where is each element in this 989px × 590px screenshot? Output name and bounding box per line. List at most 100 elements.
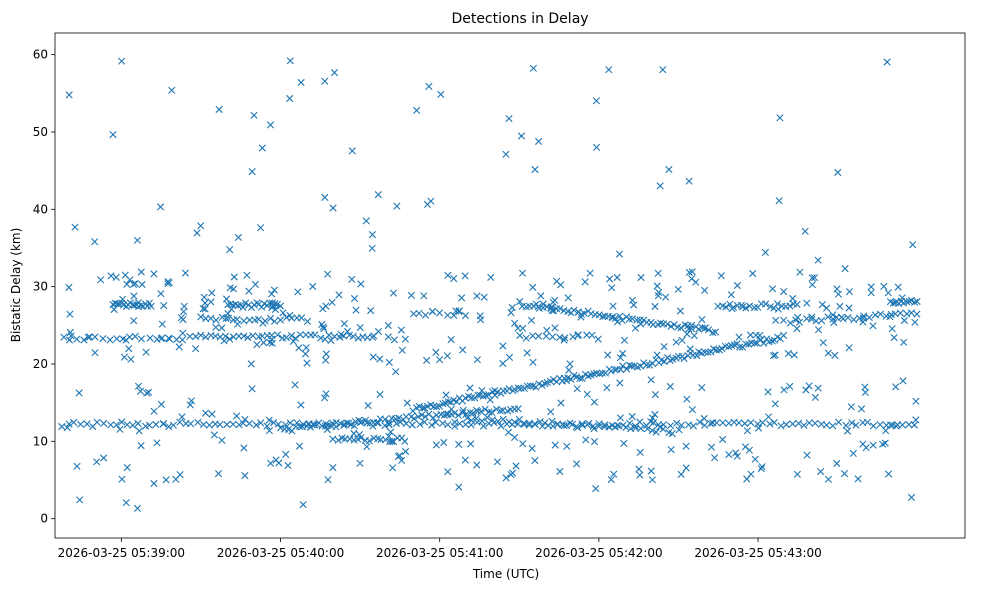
data-point	[518, 269, 527, 277]
data-point	[551, 324, 559, 332]
data-point	[65, 420, 73, 428]
data-point	[324, 270, 332, 278]
data-point	[913, 297, 921, 306]
data-point	[112, 273, 120, 281]
data-point	[758, 463, 766, 471]
data-point	[543, 326, 551, 334]
data-point	[197, 331, 205, 339]
data-point	[531, 420, 539, 428]
data-point	[574, 308, 582, 316]
data-point	[401, 437, 409, 445]
data-point	[660, 343, 668, 351]
data-point	[616, 354, 624, 362]
data-point	[793, 300, 801, 308]
data-point	[413, 106, 421, 114]
data-point	[368, 231, 376, 239]
data-point	[241, 415, 249, 424]
data-point	[668, 430, 676, 438]
data-point	[250, 111, 258, 119]
data-point	[803, 299, 811, 307]
data-point	[830, 318, 838, 327]
data-point	[165, 334, 173, 342]
data-point	[115, 300, 123, 308]
data-point	[221, 332, 230, 340]
data-point	[698, 324, 706, 332]
data-point	[654, 269, 662, 277]
data-point	[325, 331, 333, 339]
data-point	[369, 353, 377, 361]
data-point	[794, 313, 802, 321]
data-point	[493, 458, 501, 466]
data-point	[529, 332, 537, 340]
data-point	[847, 403, 855, 411]
data-point	[130, 292, 138, 300]
data-point	[224, 310, 232, 318]
data-point	[223, 420, 231, 429]
data-point	[212, 316, 220, 324]
data-point	[764, 388, 772, 396]
data-point	[343, 327, 352, 335]
data-point	[207, 298, 215, 306]
data-point	[110, 305, 118, 314]
data-point	[894, 283, 902, 291]
data-point	[805, 419, 813, 427]
data-point	[461, 312, 470, 320]
data-point	[709, 419, 717, 427]
data-point	[365, 437, 373, 445]
data-point	[861, 383, 869, 391]
data-point	[381, 415, 389, 423]
data-point	[574, 424, 582, 432]
data-point	[574, 332, 582, 340]
data-point	[628, 412, 636, 421]
data-point	[499, 359, 507, 368]
data-point	[808, 315, 816, 323]
data-point	[766, 420, 774, 428]
data-point	[780, 331, 788, 339]
data-point	[385, 358, 393, 366]
data-point	[677, 470, 685, 478]
data-point	[200, 293, 208, 301]
data-point	[260, 339, 268, 347]
data-point	[707, 443, 716, 451]
data-point	[499, 342, 507, 350]
data-point	[711, 454, 719, 462]
data-point	[562, 377, 571, 385]
data-point	[179, 316, 187, 324]
data-point	[158, 334, 166, 342]
data-point	[297, 78, 305, 87]
data-point	[407, 291, 415, 299]
data-point	[145, 421, 153, 429]
data-point	[774, 305, 782, 313]
data-point	[58, 422, 66, 431]
data-point	[526, 382, 534, 390]
data-point	[267, 314, 275, 322]
data-point	[704, 348, 712, 356]
data-point	[440, 438, 448, 447]
data-point	[361, 416, 370, 424]
data-point	[376, 355, 384, 363]
data-point	[112, 421, 121, 429]
data-point	[268, 290, 276, 298]
data-point	[685, 177, 693, 185]
data-point	[869, 322, 877, 330]
y-tick-label: 50	[33, 125, 48, 139]
data-point	[795, 318, 804, 326]
data-point	[288, 332, 296, 340]
data-point	[347, 421, 355, 429]
data-point	[479, 422, 488, 430]
data-point	[91, 349, 99, 357]
y-tick-label: 60	[33, 48, 48, 62]
data-point	[395, 414, 403, 422]
data-point	[478, 387, 486, 395]
data-point	[436, 356, 444, 364]
x-tick-label: 2026-03-25 05:41:00	[376, 546, 503, 560]
data-point	[882, 427, 890, 435]
data-point	[76, 496, 84, 504]
data-point	[659, 66, 667, 74]
data-point	[867, 289, 875, 297]
data-point	[343, 419, 351, 427]
data-point	[549, 333, 557, 341]
data-point	[410, 415, 418, 423]
data-point	[396, 452, 404, 460]
data-point	[507, 471, 515, 479]
